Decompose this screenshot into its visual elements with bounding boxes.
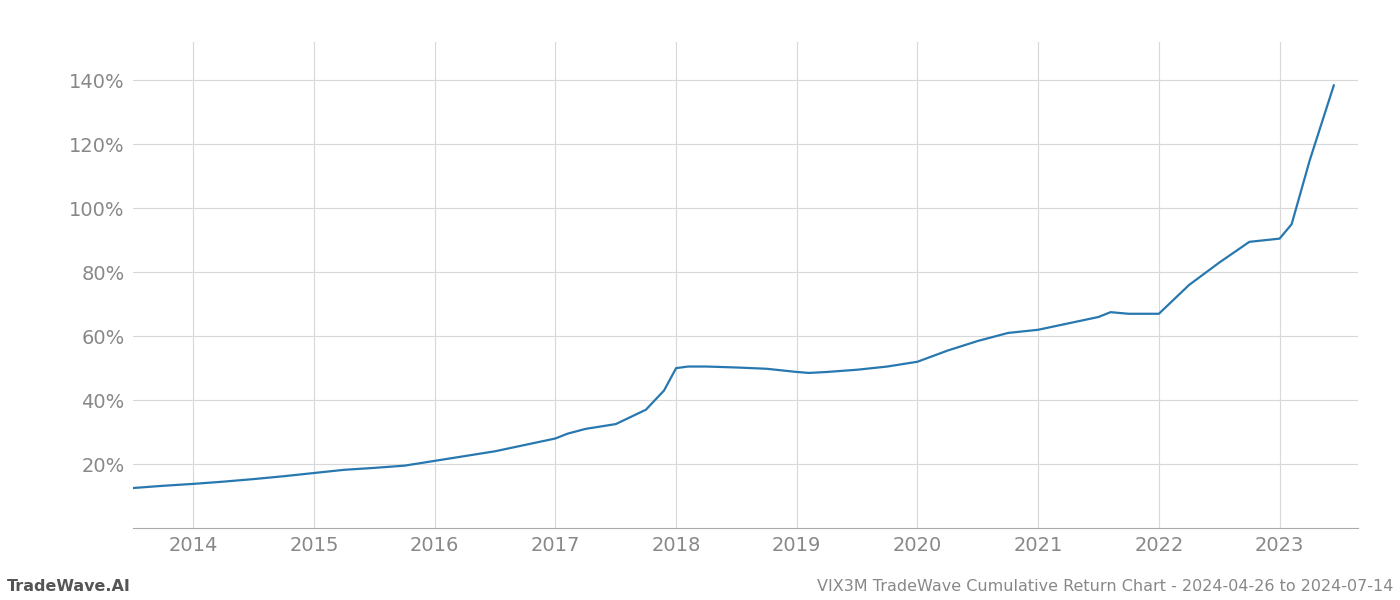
Text: TradeWave.AI: TradeWave.AI — [7, 579, 130, 594]
Text: VIX3M TradeWave Cumulative Return Chart - 2024-04-26 to 2024-07-14: VIX3M TradeWave Cumulative Return Chart … — [816, 579, 1393, 594]
